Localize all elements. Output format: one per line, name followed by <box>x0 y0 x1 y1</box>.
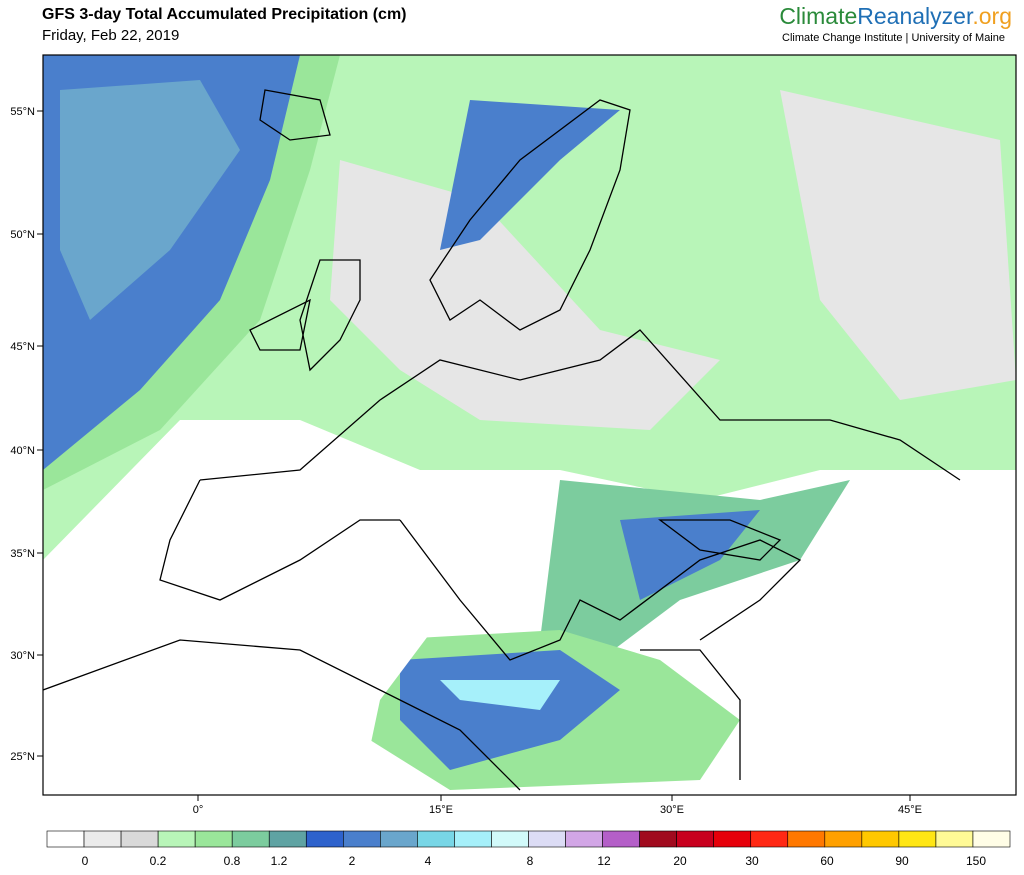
brand-part: Reanalyzer <box>857 3 974 29</box>
colorbar-swatch <box>972 830 1011 848</box>
colorbar-label: 0 <box>82 854 89 868</box>
colorbar-swatch <box>750 830 789 848</box>
colorbar-label: 12 <box>597 854 611 868</box>
lat-label: 35°N <box>10 548 35 560</box>
map-frame <box>42 54 1017 796</box>
colorbar-swatch <box>268 830 307 848</box>
brand-subtitle: Climate Change Institute | University of… <box>782 32 1005 44</box>
colorbar-swatch <box>861 830 900 848</box>
colorbar-swatch <box>343 830 381 848</box>
lon-label: 45°E <box>898 804 922 816</box>
colorbar-swatch <box>120 830 159 848</box>
colorbar-swatch <box>713 830 752 848</box>
colorbar-label: 90 <box>895 854 909 868</box>
colorbar-swatch <box>565 830 603 848</box>
colorbar-swatch <box>787 830 826 848</box>
lat-label: 25°N <box>10 751 35 763</box>
lon-label: 15°E <box>429 804 453 816</box>
colorbar-swatch <box>417 830 455 848</box>
brand: ClimateReanalyzer.org <box>779 3 1012 29</box>
lat-label: 55°N <box>10 106 35 118</box>
title: GFS 3-day Total Accumulated Precipitatio… <box>42 6 407 23</box>
colorbar-label: 1.2 <box>271 854 288 868</box>
colorbar-swatch <box>83 830 122 848</box>
colorbar-swatch <box>676 830 714 848</box>
colorbar-swatch <box>194 830 233 848</box>
colorbar-label: 30 <box>745 854 759 868</box>
lat-label: 30°N <box>10 650 35 662</box>
lat-label: 45°N <box>10 341 35 353</box>
colorbar-swatch <box>602 830 640 848</box>
colorbar-swatch <box>491 830 529 848</box>
colorbar-swatch <box>528 830 566 848</box>
colorbar-label: 2 <box>349 854 356 868</box>
colorbar-swatch <box>380 830 418 848</box>
colorbar-swatch <box>935 830 974 848</box>
colorbar-label: 8 <box>527 854 534 868</box>
subtitle: Friday, Feb 22, 2019 <box>42 27 179 44</box>
colorbar-label: 0.2 <box>150 854 167 868</box>
colorbar-label: 60 <box>820 854 834 868</box>
colorbar-label: 0.8 <box>224 854 241 868</box>
map <box>43 55 1016 795</box>
colorbar-swatch <box>898 830 937 848</box>
colorbar-label: 20 <box>673 854 687 868</box>
colorbar-label: 4 <box>425 854 432 868</box>
colorbar: 0 0.2 0.8 1.2 2 4 8 12 20 30 60 90 150 <box>46 830 1011 868</box>
brand-part: .org <box>972 3 1012 29</box>
colorbar-swatch <box>824 830 863 848</box>
lon-label: 30°E <box>660 804 684 816</box>
colorbar-swatch <box>231 830 270 848</box>
colorbar-label: 150 <box>966 854 986 868</box>
axis-ticks: 55°N 50°N 45°N 40°N 35°N 30°N 25°N 0° 15°E 30°E 45… <box>10 106 922 816</box>
colorbar-swatch <box>46 830 85 848</box>
colorbar-swatch <box>454 830 492 848</box>
colorbar-swatch <box>157 830 196 848</box>
brand-part: Climate <box>779 3 857 29</box>
lat-label: 50°N <box>10 229 35 241</box>
colorbar-swatch <box>639 830 677 848</box>
lat-label: 40°N <box>10 445 35 457</box>
colorbar-swatch <box>305 830 344 848</box>
lon-label: 0° <box>193 804 204 816</box>
